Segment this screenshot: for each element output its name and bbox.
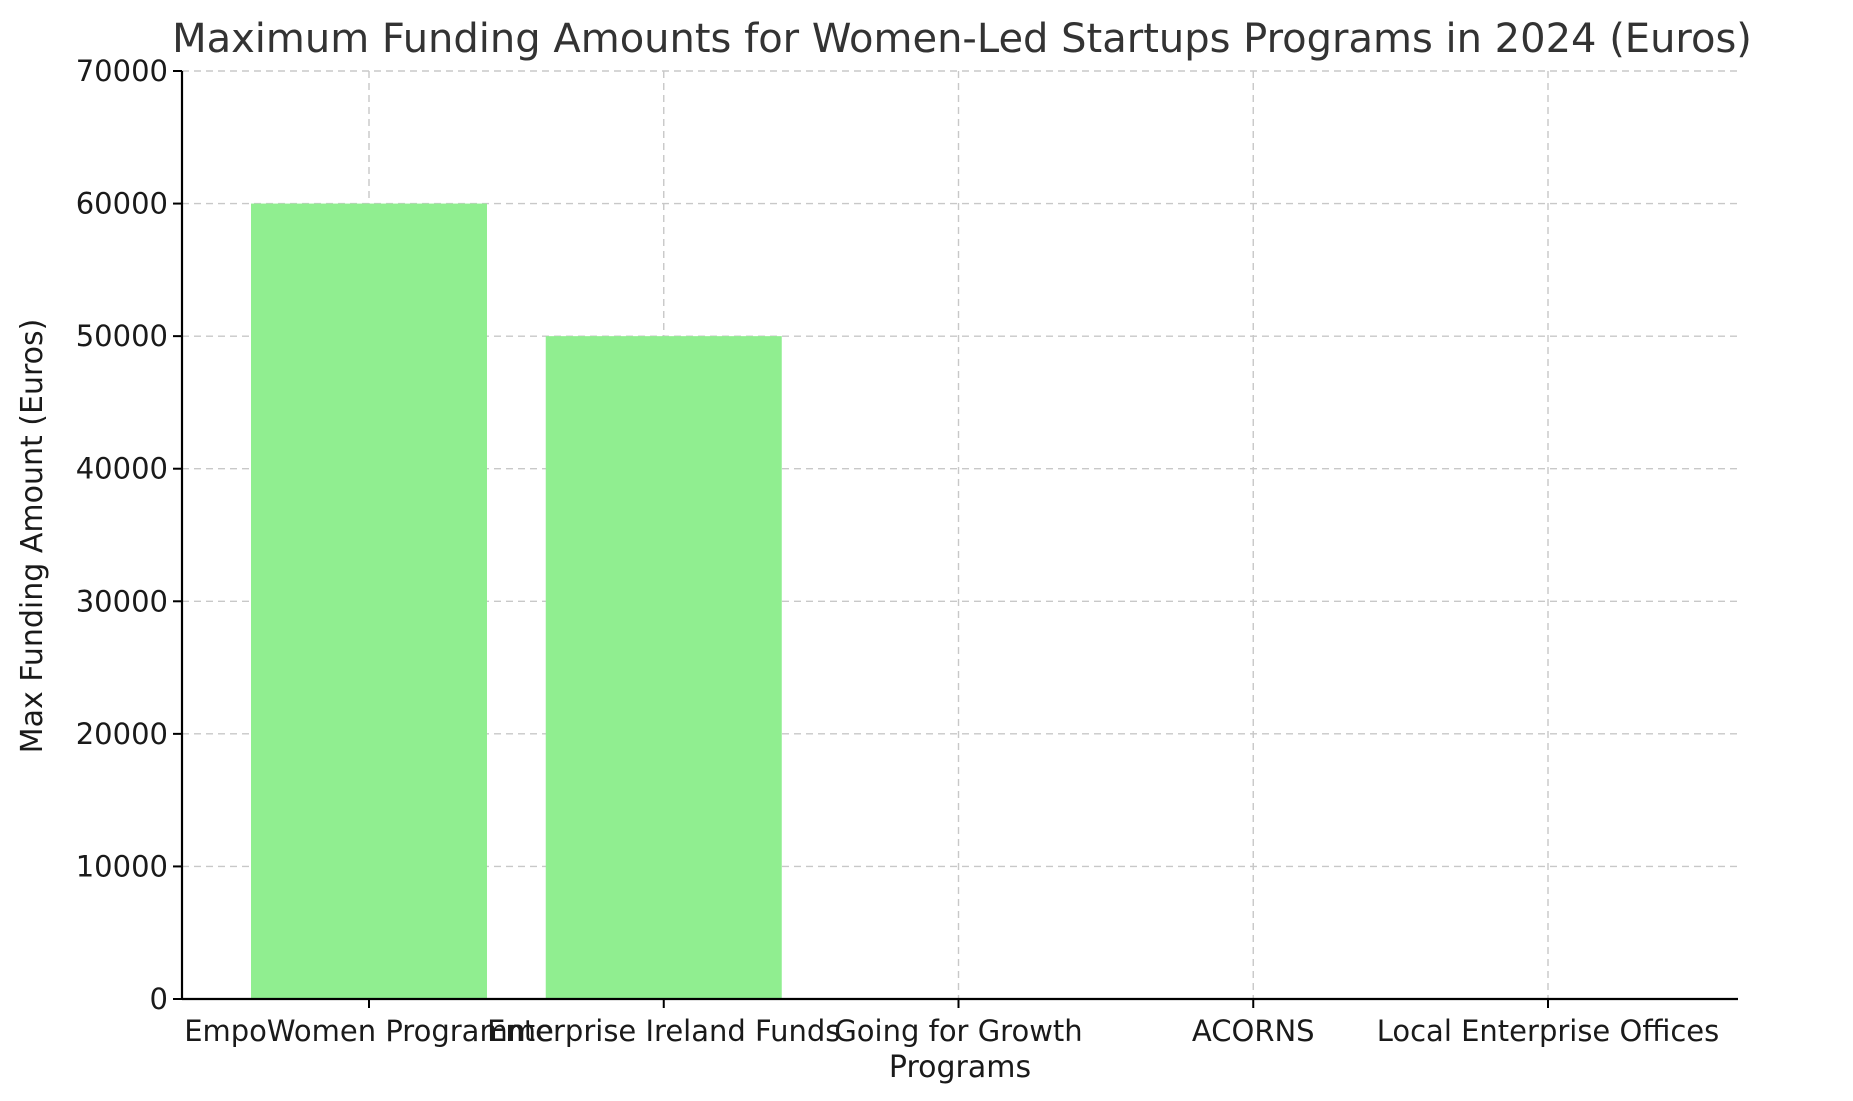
y-tick-label: 60000 [76,187,168,221]
y-ticks: 0 10000 20000 30000 40000 50000 60000 70000 [76,54,182,1016]
x-tick-label: ACORNS [1192,1014,1315,1048]
y-tick-label: 10000 [76,849,168,883]
y-tick-label: 40000 [76,452,168,486]
y-tick-label: 0 [150,982,168,1016]
bars-layer [251,203,782,1000]
axes-layer [180,71,1738,1001]
bar-0 [251,203,487,1000]
y-tick-label: 30000 [76,584,168,618]
chart-title: Maximum Funding Amounts for Women-Led St… [172,16,1752,62]
y-axis-label: Max Funding Amount (Euros) [15,319,50,754]
x-tick-label: Local Enterprise Offices [1377,1014,1720,1048]
y-tick-label: 70000 [76,54,168,88]
x-tick-label: EmpoWomen Programme [184,1014,554,1048]
x-axis-label: Programs [889,1050,1031,1085]
y-tick-label: 50000 [76,319,168,353]
x-tick-label: Going for Growth [834,1014,1082,1048]
y-tick-label: 20000 [76,717,168,751]
bar-1 [545,336,782,1000]
x-tick-label: Enterprise Ireland Funds [487,1014,840,1048]
